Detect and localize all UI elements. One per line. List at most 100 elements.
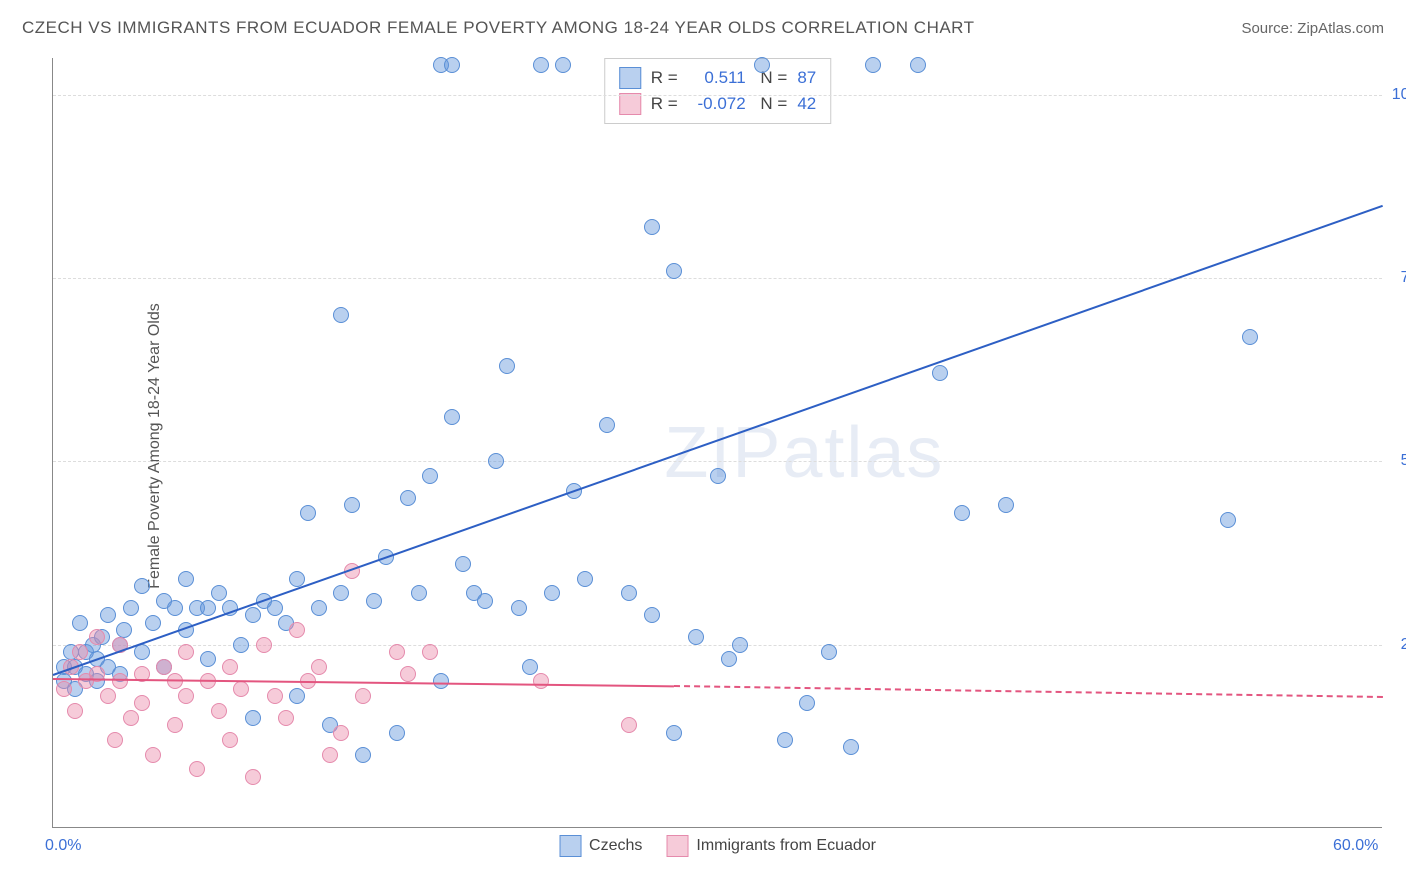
data-point bbox=[233, 637, 249, 653]
data-point bbox=[289, 688, 305, 704]
data-point bbox=[156, 659, 172, 675]
data-point bbox=[355, 688, 371, 704]
data-point bbox=[910, 57, 926, 73]
series-legend: Czechs Immigrants from Ecuador bbox=[559, 835, 876, 857]
legend-swatch bbox=[559, 835, 581, 857]
data-point bbox=[754, 57, 770, 73]
data-point bbox=[116, 622, 132, 638]
data-point bbox=[477, 593, 493, 609]
data-point bbox=[799, 695, 815, 711]
legend-label: Czechs bbox=[589, 837, 642, 855]
watermark: ZIPatlas bbox=[664, 412, 944, 494]
data-point bbox=[1242, 329, 1258, 345]
data-point bbox=[998, 497, 1014, 513]
data-point bbox=[222, 732, 238, 748]
data-point bbox=[522, 659, 538, 675]
data-point bbox=[621, 585, 637, 601]
plot-area: ZIPatlas R =0.511 N =87R =-0.072 N =42 C… bbox=[52, 58, 1382, 828]
data-point bbox=[544, 585, 560, 601]
data-point bbox=[533, 673, 549, 689]
data-point bbox=[322, 747, 338, 763]
data-point bbox=[555, 57, 571, 73]
data-point bbox=[107, 732, 123, 748]
data-point bbox=[245, 769, 261, 785]
data-point bbox=[688, 629, 704, 645]
gridline bbox=[53, 278, 1382, 279]
data-point bbox=[710, 468, 726, 484]
x-tick-label: 60.0% bbox=[1333, 837, 1378, 855]
data-point bbox=[511, 600, 527, 616]
data-point bbox=[100, 607, 116, 623]
data-point bbox=[67, 703, 83, 719]
data-point bbox=[444, 409, 460, 425]
data-point bbox=[411, 585, 427, 601]
r-value: -0.072 bbox=[688, 94, 746, 114]
legend-item: Czechs bbox=[559, 835, 642, 857]
data-point bbox=[134, 578, 150, 594]
data-point bbox=[333, 307, 349, 323]
data-point bbox=[333, 585, 349, 601]
data-point bbox=[267, 688, 283, 704]
data-point bbox=[300, 505, 316, 521]
legend-item: Immigrants from Ecuador bbox=[666, 835, 876, 857]
data-point bbox=[366, 593, 382, 609]
y-tick-label: 75.0% bbox=[1401, 269, 1406, 287]
data-point bbox=[89, 629, 105, 645]
data-point bbox=[644, 607, 660, 623]
trend-line bbox=[53, 205, 1384, 676]
data-point bbox=[599, 417, 615, 433]
data-point bbox=[178, 571, 194, 587]
legend-swatch bbox=[666, 835, 688, 857]
data-point bbox=[1220, 512, 1236, 528]
data-point bbox=[355, 747, 371, 763]
data-point bbox=[389, 725, 405, 741]
data-point bbox=[245, 710, 261, 726]
source-label: Source: ZipAtlas.com bbox=[1241, 20, 1384, 37]
data-point bbox=[222, 659, 238, 675]
data-point bbox=[233, 681, 249, 697]
y-tick-label: 25.0% bbox=[1401, 636, 1406, 654]
legend-swatch bbox=[619, 67, 641, 89]
data-point bbox=[444, 57, 460, 73]
data-point bbox=[211, 585, 227, 601]
data-point bbox=[134, 695, 150, 711]
data-point bbox=[278, 710, 294, 726]
data-point bbox=[200, 600, 216, 616]
data-point bbox=[843, 739, 859, 755]
data-point bbox=[123, 710, 139, 726]
data-point bbox=[211, 703, 227, 719]
correlation-legend: R =0.511 N =87R =-0.072 N =42 bbox=[604, 58, 832, 124]
data-point bbox=[666, 725, 682, 741]
trend-line bbox=[674, 685, 1383, 698]
data-point bbox=[333, 725, 349, 741]
r-label: R = bbox=[651, 94, 678, 114]
data-point bbox=[145, 615, 161, 631]
data-point bbox=[344, 497, 360, 513]
data-point bbox=[167, 600, 183, 616]
data-point bbox=[433, 673, 449, 689]
y-tick-label: 50.0% bbox=[1401, 452, 1406, 470]
data-point bbox=[56, 681, 72, 697]
data-point bbox=[100, 688, 116, 704]
data-point bbox=[167, 717, 183, 733]
trend-line bbox=[53, 678, 674, 687]
data-point bbox=[488, 453, 504, 469]
data-point bbox=[533, 57, 549, 73]
legend-label: Immigrants from Ecuador bbox=[696, 837, 876, 855]
data-point bbox=[455, 556, 471, 572]
data-point bbox=[422, 644, 438, 660]
data-point bbox=[644, 219, 660, 235]
gridline bbox=[53, 95, 1382, 96]
data-point bbox=[821, 644, 837, 660]
legend-row: R =0.511 N =87 bbox=[619, 65, 817, 91]
data-point bbox=[400, 666, 416, 682]
data-point bbox=[123, 600, 139, 616]
x-tick-label: 0.0% bbox=[45, 837, 81, 855]
data-point bbox=[178, 644, 194, 660]
y-tick-label: 100.0% bbox=[1392, 86, 1406, 104]
legend-swatch bbox=[619, 93, 641, 115]
data-point bbox=[178, 688, 194, 704]
data-point bbox=[422, 468, 438, 484]
chart-container: CZECH VS IMMIGRANTS FROM ECUADOR FEMALE … bbox=[0, 0, 1406, 892]
data-point bbox=[932, 365, 948, 381]
